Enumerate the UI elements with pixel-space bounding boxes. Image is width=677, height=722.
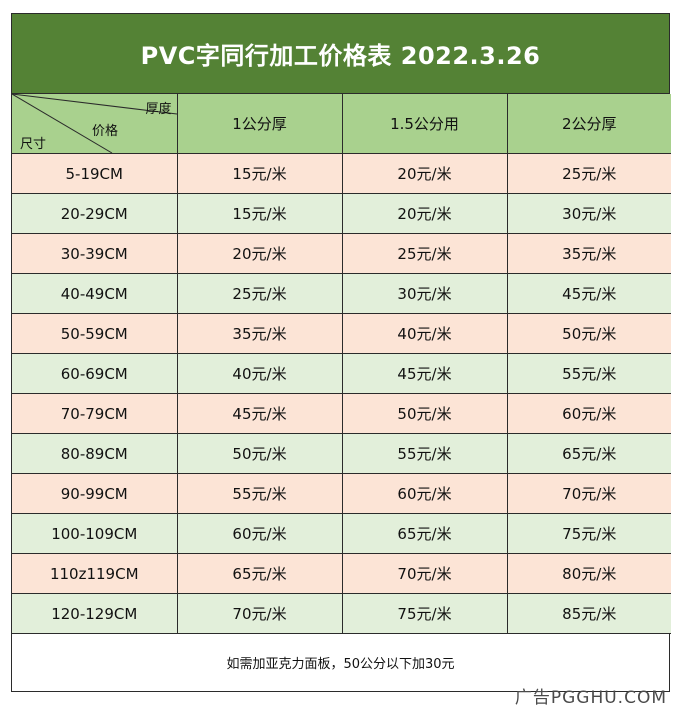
price-1cm-cell: 55元/米	[176, 473, 343, 514]
price-2cm-cell: 25元/米	[506, 153, 671, 194]
size-cell: 70-79CM	[12, 393, 178, 434]
size-cell: 40-49CM	[12, 273, 178, 314]
price-1-5cm-cell: 45元/米	[341, 353, 508, 394]
table-row: 80-89CM 50元/米 55元/米 65元/米	[12, 433, 671, 474]
price-1-5cm-cell: 20元/米	[341, 153, 508, 194]
price-1-5cm-cell: 75元/米	[341, 593, 508, 634]
column-header-2cm: 2公分厚	[506, 94, 671, 154]
price-1-5cm-cell: 55元/米	[341, 433, 508, 474]
price-1cm-cell: 50元/米	[176, 433, 343, 474]
size-cell: 90-99CM	[12, 473, 178, 514]
price-1-5cm-cell: 30元/米	[341, 273, 508, 314]
price-2cm-cell: 60元/米	[506, 393, 671, 434]
price-sheet: PVC字同行加工价格表 2022.3.26 厚度 价格 尺寸 1公分厚 1.5公…	[11, 13, 671, 692]
price-2cm-cell: 55元/米	[506, 353, 671, 394]
price-table: 厚度 价格 尺寸 1公分厚 1.5公分用 2公分厚 5-19CM 15元/米 20元…	[12, 94, 671, 634]
price-2cm-cell: 45元/米	[506, 273, 671, 314]
header-price-label: 价格	[92, 124, 119, 139]
table-row: 100-109CM 60元/米 65元/米 75元/米	[12, 513, 671, 554]
table-row: 40-49CM 25元/米 30元/米 45元/米	[12, 273, 671, 314]
price-1-5cm-cell: 70元/米	[341, 553, 508, 594]
table-row: 70-79CM 45元/米 50元/米 60元/米	[12, 393, 671, 434]
table-row: 50-59CM 35元/米 40元/米 50元/米	[12, 313, 671, 354]
table-row: 20-29CM 15元/米 20元/米 30元/米	[12, 193, 671, 234]
price-1cm-cell: 65元/米	[176, 553, 343, 594]
price-2cm-cell: 80元/米	[506, 553, 671, 594]
column-header-1cm: 1公分厚	[176, 94, 343, 154]
size-cell: 5-19CM	[12, 153, 178, 194]
table-row: 60-69CM 40元/米 45元/米 55元/米	[12, 353, 671, 394]
price-2cm-cell: 85元/米	[506, 593, 671, 634]
price-2cm-cell: 35元/米	[506, 233, 671, 274]
price-1cm-cell: 70元/米	[176, 593, 343, 634]
size-cell: 120-129CM	[12, 593, 178, 634]
size-cell: 30-39CM	[12, 233, 178, 274]
table-row: 90-99CM 55元/米 60元/米 70元/米	[12, 473, 671, 514]
price-1-5cm-cell: 25元/米	[341, 233, 508, 274]
price-1cm-cell: 60元/米	[176, 513, 343, 554]
size-cell: 20-29CM	[12, 193, 178, 234]
table-row: 120-129CM 70元/米 75元/米 85元/米	[12, 593, 671, 634]
price-1cm-cell: 45元/米	[176, 393, 343, 434]
header-row: 厚度 价格 尺寸 1公分厚 1.5公分用 2公分厚	[12, 94, 671, 154]
price-2cm-cell: 30元/米	[506, 193, 671, 234]
price-1cm-cell: 25元/米	[176, 273, 343, 314]
price-1cm-cell: 40元/米	[176, 353, 343, 394]
price-2cm-cell: 75元/米	[506, 513, 671, 554]
price-1-5cm-cell: 50元/米	[341, 393, 508, 434]
diagonal-header-cell: 厚度 价格 尺寸	[12, 94, 178, 154]
table-row: 110z119CM 65元/米 70元/米 80元/米	[12, 553, 671, 594]
sheet-title: PVC字同行加工价格表 2022.3.26	[12, 14, 669, 94]
price-2cm-cell: 65元/米	[506, 433, 671, 474]
price-1cm-cell: 15元/米	[176, 193, 343, 234]
price-1-5cm-cell: 65元/米	[341, 513, 508, 554]
size-cell: 100-109CM	[12, 513, 178, 554]
size-cell: 60-69CM	[12, 353, 178, 394]
table-row: 5-19CM 15元/米 20元/米 25元/米	[12, 153, 671, 194]
price-1-5cm-cell: 20元/米	[341, 193, 508, 234]
watermark-text: 广告PGGHU.COM	[514, 688, 667, 708]
header-size-label: 尺寸	[20, 137, 47, 152]
column-header-1-5cm: 1.5公分用	[341, 94, 508, 154]
price-2cm-cell: 70元/米	[506, 473, 671, 514]
size-cell: 110z119CM	[12, 553, 178, 594]
diagonal-lines	[12, 94, 177, 153]
price-rows: 5-19CM 15元/米 20元/米 25元/米 20-29CM 15元/米 20元/米 30…	[12, 153, 671, 634]
size-cell: 80-89CM	[12, 433, 178, 474]
price-1-5cm-cell: 60元/米	[341, 473, 508, 514]
price-2cm-cell: 50元/米	[506, 313, 671, 354]
size-cell: 50-59CM	[12, 313, 178, 354]
price-1cm-cell: 35元/米	[176, 313, 343, 354]
price-1cm-cell: 15元/米	[176, 153, 343, 194]
price-1-5cm-cell: 40元/米	[341, 313, 508, 354]
header-thickness-label: 厚度	[145, 102, 172, 117]
price-1cm-cell: 20元/米	[176, 233, 343, 274]
footer-note: 如需加亚克力面板，50公分以下加30元	[12, 634, 669, 692]
table-row: 30-39CM 20元/米 25元/米 35元/米	[12, 233, 671, 274]
